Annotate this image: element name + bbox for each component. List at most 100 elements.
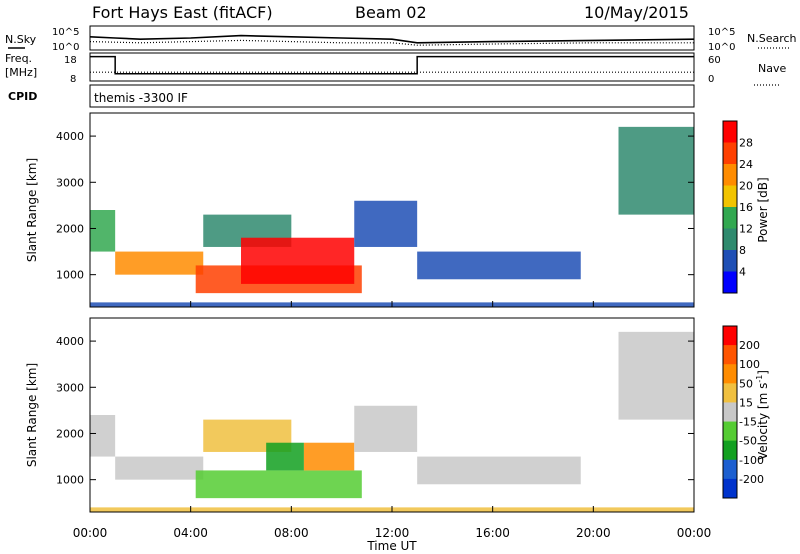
velocity-feature-4 <box>266 442 304 471</box>
time-axis-label: Time UT <box>366 539 417 553</box>
velocity-ytick-layer: 1000 2000 3000 4000 <box>56 335 694 487</box>
power-colorbar-tick-1: 24 <box>739 158 753 171</box>
freq-panel-frame <box>89 52 695 82</box>
freq-left-tick-top: 18 <box>64 55 77 66</box>
velocity-colorbar-label-sup: -1 <box>755 375 764 383</box>
xtick-label-4: 16:00 <box>475 526 510 540</box>
velocity-heatmap-layer <box>90 331 694 512</box>
time-axis: 00:00 04:00 08:00 12:00 16:00 20:00 00:00 <box>73 301 712 540</box>
velocity-colorbar-frame <box>722 325 738 499</box>
freq-series-layer <box>90 55 694 75</box>
power-colorbar-label: Power [dB] <box>756 177 770 242</box>
velocity-ylabel: Slant Range [km] <box>25 363 39 467</box>
velocity-colorbar: 200 100 50 15 -15 -50 -100 -200 <box>722 325 764 499</box>
noise-left-tick-bottom: 10^0 <box>52 42 79 53</box>
velocity-colorbar-swatch-5 <box>723 421 737 442</box>
velocity-colorbar-tick-6: -100 <box>739 454 764 467</box>
velocity-colorbar-swatch-4 <box>723 402 737 423</box>
velocity-colorbar-label-end: ] <box>756 370 770 375</box>
power-colorbar-swatch-7 <box>723 271 737 294</box>
noise-series-line-0 <box>89 34 695 44</box>
freq-left-label-bottom: [MHz] <box>5 66 37 79</box>
beam-title: Beam 02 <box>355 3 427 22</box>
noise-series-line-1 <box>89 39 694 46</box>
velocity-colorbar-tick-0: 200 <box>739 339 760 352</box>
power-feature-6 <box>417 251 581 280</box>
velocity-ytick-label-1: 2000 <box>56 427 84 440</box>
freq-series-line-0 <box>90 55 694 75</box>
velocity-feature-8 <box>618 331 694 420</box>
power-ytick-label-3: 4000 <box>56 130 84 143</box>
velocity-colorbar-swatch-7 <box>723 459 737 480</box>
power-colorbar-tick-3: 16 <box>739 201 753 214</box>
xtick-label-0: 00:00 <box>73 526 108 540</box>
power-colorbar: 28 24 20 16 12 8 4 <box>722 120 753 294</box>
noise-series-layer <box>89 34 695 46</box>
freq-right-label: Nave <box>758 62 786 75</box>
velocity-colorbar-swatch-3 <box>723 383 737 403</box>
noise-right-tick-bottom: 10^0 <box>708 42 735 53</box>
xtick-label-5: 20:00 <box>576 526 611 540</box>
velocity-colorbar-label: Velocity [m s-1] <box>755 370 770 460</box>
velocity-feature-6 <box>354 405 418 452</box>
power-heatmap-layer <box>90 126 694 307</box>
power-ytick-label-2: 3000 <box>56 176 84 189</box>
power-feature-1 <box>115 251 204 275</box>
noise-left-label: N.Sky <box>5 33 37 46</box>
power-colorbar-tick-0: 28 <box>739 137 753 150</box>
power-colorbar-swatch-1 <box>723 142 737 165</box>
velocity-colorbar-tick-7: -200 <box>739 473 764 486</box>
power-ytick-label-0: 1000 <box>56 269 84 282</box>
power-colorbar-tick-4: 12 <box>739 223 753 236</box>
power-ytick-label-1: 2000 <box>56 222 84 235</box>
velocity-feature-0 <box>90 415 116 457</box>
noise-right-label: N.Search <box>747 32 797 45</box>
power-colorbar-swatch-0 <box>723 121 737 143</box>
power-ylabel: Slant Range [km] <box>25 158 39 262</box>
power-colorbar-tick-2: 20 <box>739 180 753 193</box>
velocity-ytick-label-2: 3000 <box>56 381 84 394</box>
cpid-panel-frame <box>89 84 695 108</box>
freq-left-tick-bottom: 8 <box>70 74 76 85</box>
station-title: Fort Hays East (fitACF) <box>92 3 273 22</box>
power-colorbar-frame <box>722 120 738 294</box>
noise-left-tick-top: 10^5 <box>52 27 79 38</box>
power-colorbar-swatch-6 <box>723 250 737 272</box>
velocity-feature-5 <box>303 442 355 471</box>
velocity-colorbar-swatch-0 <box>723 326 737 346</box>
velocity-feature-1 <box>115 456 204 480</box>
xtick-label-6: 00:00 <box>677 526 712 540</box>
power-colorbar-tick-6: 4 <box>739 266 746 279</box>
power-colorbar-swatch-5 <box>723 228 737 251</box>
velocity-colorbar-tick-2: 50 <box>739 377 753 390</box>
velocity-colorbar-tick-1: 100 <box>739 358 760 371</box>
velocity-colorbar-swatch-2 <box>723 364 737 384</box>
velocity-ytick-label-0: 1000 <box>56 474 84 487</box>
power-feature-4 <box>241 237 355 284</box>
freq-right-tick-top: 60 <box>708 55 721 66</box>
date-title: 10/May/2015 <box>584 3 689 22</box>
power-feature-0 <box>90 210 116 252</box>
power-feature-7 <box>618 126 694 215</box>
velocity-colorbar-tick-3: 15 <box>739 396 753 409</box>
velocity-colorbar-swatch-1 <box>723 345 737 365</box>
power-feature-5 <box>354 200 418 247</box>
velocity-colorbar-tick-4: -15 <box>739 416 757 429</box>
noise-right-tick-top: 10^5 <box>708 27 735 38</box>
cpid-label: CPID <box>8 90 37 103</box>
xtick-label-3: 12:00 <box>375 526 410 540</box>
power-colorbar-tick-5: 8 <box>739 244 746 257</box>
velocity-colorbar-label-main: Velocity [m s <box>756 383 770 460</box>
velocity-colorbar-tick-5: -50 <box>739 435 757 448</box>
velocity-colorbar-swatch-6 <box>723 440 737 461</box>
cpid-value: themis -3300 IF <box>94 91 188 105</box>
power-colorbar-swatch-2 <box>723 164 737 186</box>
power-ytick-layer: 1000 2000 3000 4000 <box>56 130 694 282</box>
velocity-feature-3 <box>195 470 362 499</box>
power-colorbar-swatch-3 <box>723 185 737 208</box>
noise-panel-frame <box>89 25 695 51</box>
velocity-ytick-label-3: 4000 <box>56 335 84 348</box>
xtick-label-2: 08:00 <box>274 526 309 540</box>
